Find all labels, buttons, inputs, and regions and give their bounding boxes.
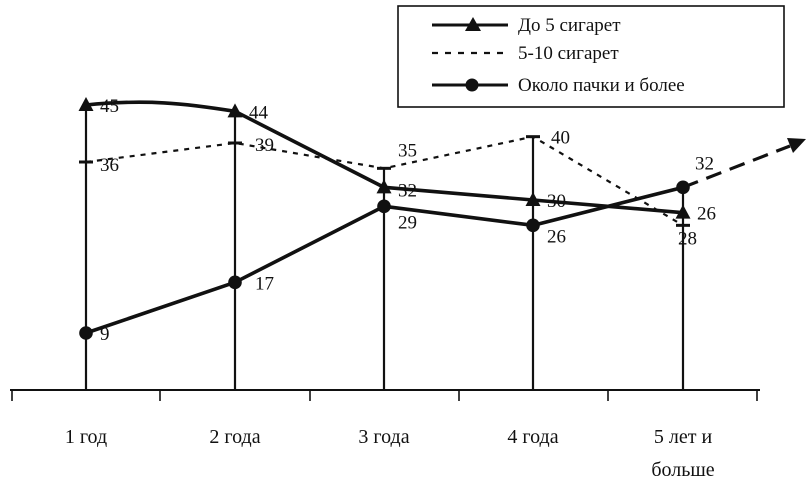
legend-box: [397, 5, 785, 108]
series-0-point-3: [525, 192, 541, 206]
legend-label-0: До 5 сигарет: [518, 15, 621, 36]
data-label-s2-3: 26: [547, 226, 566, 247]
data-labels: 45 44 32 30 28 36 39 35 40 26 9 17 29 26 32: [100, 96, 716, 345]
data-label-s0-2: 32: [398, 180, 417, 201]
vertical-drop-lines: [84, 105, 685, 390]
x-tick-label-1: 2 года: [209, 426, 260, 448]
data-label-s1-2: 35: [398, 140, 417, 161]
data-label-s0-4: 28: [678, 229, 697, 250]
legend-marker-0: [465, 17, 481, 31]
x-axis: [10, 389, 760, 401]
series-0-point-4: [675, 204, 691, 219]
series-2-point-4: [676, 180, 690, 195]
series-2-point-3: [526, 218, 540, 233]
series-markers: [78, 97, 691, 340]
series-0-point-1: [227, 103, 243, 118]
series-2-point-2: [377, 199, 391, 214]
x-tick-label-4-0: 5 лет и: [654, 426, 713, 448]
trend-arrow-head: [787, 138, 806, 153]
series-0-point-2: [376, 179, 392, 194]
data-label-s2-1: 17: [255, 273, 274, 294]
series-2-point-1: [228, 275, 242, 290]
data-label-s0-3: 30: [547, 191, 566, 212]
legend-marker-2: [465, 78, 479, 92]
data-label-s1-4: 26: [697, 203, 716, 224]
data-label-s1-0: 36: [100, 155, 119, 176]
data-label-s0-1: 44: [249, 102, 269, 123]
data-label-s0-0: 45: [100, 96, 119, 117]
x-tick-label-0: 1 год: [65, 426, 107, 448]
data-label-s2-2: 29: [398, 212, 417, 233]
x-tick-label-2: 3 года: [358, 426, 409, 448]
x-tick-label-4-1: больше: [651, 459, 714, 479]
data-label-s1-1: 39: [255, 135, 274, 156]
legend: До 5 сигарет 5-10 сигарет Около пачки и …: [397, 5, 785, 108]
data-label-s2-4: 32: [695, 153, 714, 174]
data-label-s1-3: 40: [551, 128, 570, 149]
x-tick-label-3: 4 года: [507, 426, 558, 448]
series-2-point-0: [79, 326, 93, 340]
data-label-s2-0: 9: [100, 324, 110, 345]
legend-label-1: 5-10 сигарет: [518, 43, 619, 64]
legend-label-2: Около пачки и более: [518, 75, 685, 96]
trend-arrow-line: [682, 144, 791, 189]
x-tick-labels: 1 год 2 года 3 года 4 года 5 лет и больше: [65, 426, 715, 479]
series-0-point-0: [78, 97, 94, 111]
